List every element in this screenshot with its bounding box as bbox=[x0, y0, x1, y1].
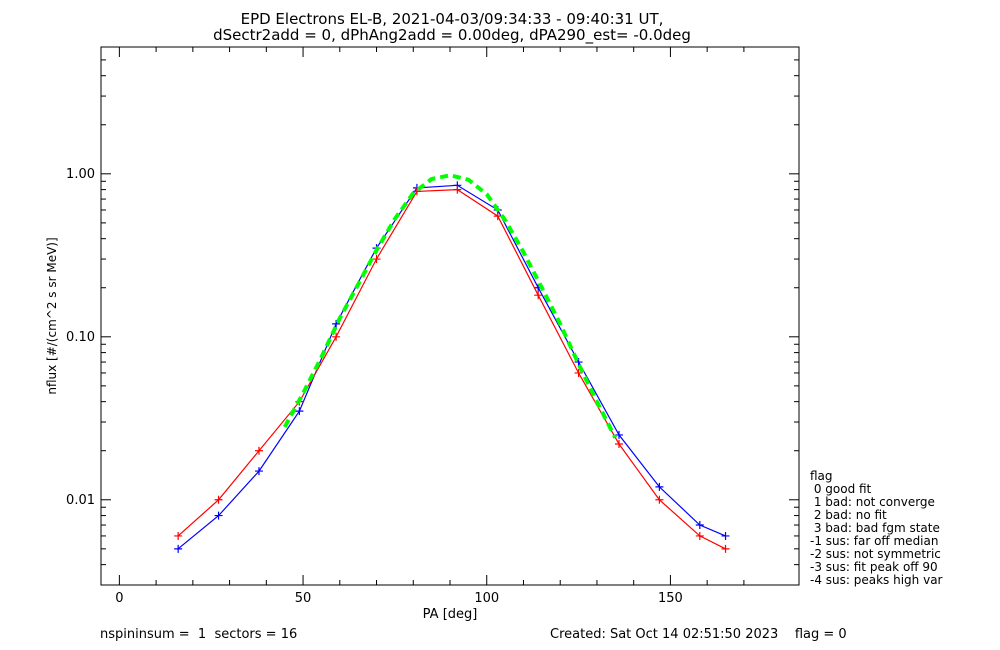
data-point-marker bbox=[721, 544, 730, 553]
data-point-marker bbox=[254, 446, 263, 455]
x-axis-label: PA [deg] bbox=[423, 607, 478, 622]
y-tick-label: 1.00 bbox=[66, 167, 95, 182]
data-point-marker bbox=[295, 407, 304, 416]
x-tick-label: 150 bbox=[658, 591, 683, 606]
legend-item: -2 sus: not symmetric bbox=[810, 547, 941, 561]
data-point-marker bbox=[214, 511, 223, 520]
legend-item: -3 sus: fit peak off 90 bbox=[810, 560, 938, 574]
legend-item: -4 sus: peaks high var bbox=[810, 573, 943, 587]
chart-title-line2: dSectr2add = 0, dPhAng2add = 0.00deg, dP… bbox=[213, 26, 691, 45]
y-tick-label: 0.10 bbox=[66, 330, 95, 345]
series-line bbox=[177, 184, 726, 550]
data-point-marker bbox=[721, 531, 730, 540]
x-tick-label: 50 bbox=[295, 591, 312, 606]
data-point-marker bbox=[614, 439, 623, 448]
legend-item: 1 bad: not converge bbox=[810, 495, 935, 509]
series-line bbox=[177, 188, 726, 550]
data-point-marker bbox=[254, 467, 263, 476]
data-point-marker bbox=[655, 495, 664, 504]
plot-frame bbox=[100, 46, 800, 586]
legend-item: -1 sus: far off median bbox=[810, 534, 939, 548]
axes-layer: 0 50 100 150 0.01 0.10 1.00 bbox=[66, 46, 799, 606]
legend-item: 2 bad: no fit bbox=[810, 508, 887, 522]
data-point-marker bbox=[695, 531, 704, 540]
data-point-marker bbox=[174, 531, 183, 540]
data-point-marker bbox=[372, 255, 381, 264]
data-point-marker bbox=[453, 185, 462, 194]
data-point-marker bbox=[655, 482, 664, 491]
chart-title-line1: EPD Electrons EL-B, 2021-04-03/09:34:33 … bbox=[241, 10, 664, 28]
footer-left: nspininsum = 1 sectors = 16 bbox=[100, 627, 298, 642]
data-point-marker bbox=[614, 430, 623, 439]
data-point-marker bbox=[332, 332, 341, 341]
x-tick-label: 0 bbox=[115, 591, 123, 606]
footer-right: Created: Sat Oct 14 02:51:50 2023 flag =… bbox=[550, 627, 847, 642]
y-axis-label: nflux [#/(cm^2 s sr MeV)] bbox=[45, 237, 59, 394]
legend-item: 0 good fit bbox=[810, 482, 872, 496]
data-point-marker bbox=[174, 544, 183, 553]
data-point-marker bbox=[695, 521, 704, 530]
legend-item: 3 bad: bad fgm state bbox=[810, 521, 940, 535]
fit-curve-line bbox=[282, 173, 618, 439]
data-point-marker bbox=[214, 495, 223, 504]
series-layer bbox=[174, 173, 730, 553]
data-point-marker bbox=[534, 291, 543, 300]
data-point-marker bbox=[332, 319, 341, 328]
flag-legend: flag 0 good fit 1 bad: not converge 2 ba… bbox=[810, 470, 942, 587]
data-point-marker bbox=[412, 187, 421, 196]
y-tick-label: 0.01 bbox=[66, 493, 95, 508]
x-tick-label: 100 bbox=[474, 591, 499, 606]
legend-title: flag bbox=[810, 469, 833, 483]
